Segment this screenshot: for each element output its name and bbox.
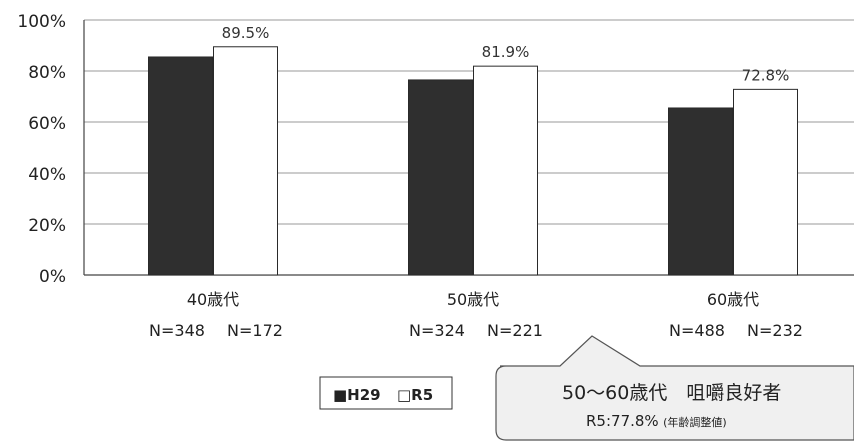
y-tick-label: 40% xyxy=(28,165,66,185)
bar-h29-1 xyxy=(148,56,213,276)
category-labels: 40歳代 N=348 N=172 50歳代 N=324 N=221 60歳代 N=488 N=2… xyxy=(149,290,803,340)
bar-h29-3 xyxy=(668,107,733,276)
legend-box xyxy=(319,376,453,410)
bar-h29-2 xyxy=(408,79,473,276)
y-tick-label: 80% xyxy=(28,63,66,83)
y-tick-label: 20% xyxy=(28,216,66,236)
y-tick-label: 0% xyxy=(39,267,66,287)
n-label-h29: N=488 xyxy=(669,321,725,340)
n-label-h29: N=324 xyxy=(409,321,465,340)
y-tick-label: 100% xyxy=(17,12,66,32)
legend-item-r5: □R5 xyxy=(397,386,433,404)
category-label: 40歳代 xyxy=(187,290,239,309)
data-label: 89.5% xyxy=(222,24,270,42)
bar-r5-3 xyxy=(733,88,798,276)
data-label: 81.9% xyxy=(482,43,530,61)
callout-subtitle-note: (年齢調整値) xyxy=(663,415,727,429)
bar-r5-2 xyxy=(473,65,538,276)
n-label-h29: N=348 xyxy=(149,321,205,340)
category-label: 50歳代 xyxy=(447,290,499,309)
n-label-r5: N=232 xyxy=(747,321,803,340)
bar-r5-1 xyxy=(213,46,278,276)
data-labels: 89.5% 81.9% 72.8% xyxy=(222,24,790,85)
n-label-r5: N=172 xyxy=(227,321,283,340)
callout-bubble xyxy=(495,335,854,441)
legend-item-h29: ■H29 xyxy=(333,386,381,404)
bars xyxy=(148,46,798,276)
n-label-r5: N=221 xyxy=(487,321,543,340)
legend: ■H29 □R5 xyxy=(319,376,453,410)
callout-subtitle-main: R5:77.8% xyxy=(586,412,659,430)
y-tick-label: 60% xyxy=(28,114,66,134)
callout-subtitle: R5:77.8% (年齢調整値) xyxy=(586,412,727,430)
callout: 50～60歳代 咀嚼良好者 R5:77.8% (年齢調整値) xyxy=(495,335,854,441)
data-label: 72.8% xyxy=(742,66,790,84)
category-label: 60歳代 xyxy=(707,290,759,309)
y-tick-labels: 0% 20% 40% 60% 80% 100% xyxy=(17,12,66,287)
callout-title: 50～60歳代 咀嚼良好者 xyxy=(562,382,781,404)
